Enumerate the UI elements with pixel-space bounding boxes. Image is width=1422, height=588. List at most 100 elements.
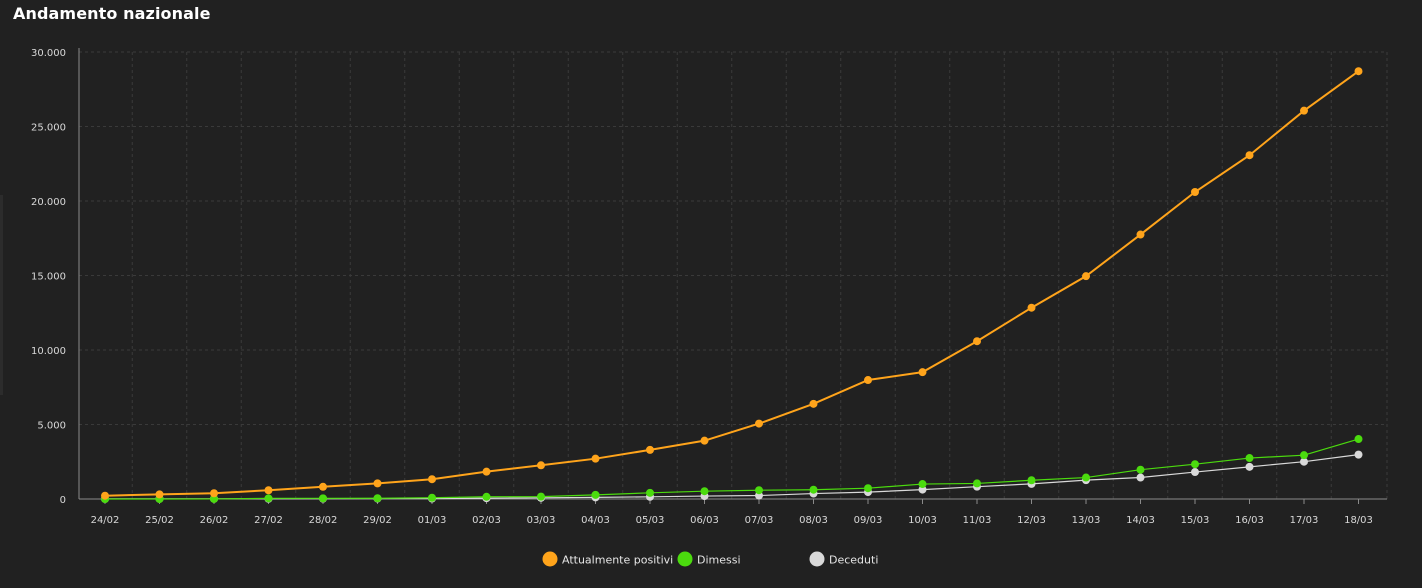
page-title: Andamento nazionale: [13, 4, 211, 23]
x-tick-label: 25/02: [145, 515, 174, 526]
x-tick-label: 11/03: [963, 515, 992, 526]
data-point[interactable]: [1300, 106, 1308, 115]
data-point[interactable]: [1191, 460, 1199, 469]
y-tick-label: 15.000: [31, 272, 66, 283]
x-tick-label: 07/03: [745, 515, 774, 526]
data-point[interactable]: [646, 488, 654, 497]
data-point[interactable]: [1136, 473, 1145, 482]
sidebar-edge: [0, 195, 3, 395]
data-point[interactable]: [1245, 151, 1254, 160]
x-tick-label: 02/03: [472, 515, 501, 526]
data-point[interactable]: [1300, 457, 1308, 466]
data-point[interactable]: [918, 480, 927, 489]
data-point[interactable]: [264, 494, 273, 503]
x-tick-label: 26/02: [200, 515, 229, 526]
series-line: [104, 70, 1360, 497]
data-point[interactable]: [1027, 303, 1036, 312]
y-tick-label: 5.000: [37, 421, 66, 432]
data-point[interactable]: [864, 484, 872, 493]
series-line: [105, 438, 1359, 500]
x-tick-label: 05/03: [636, 515, 665, 526]
data-point[interactable]: [428, 475, 436, 484]
x-tick-label: 17/03: [1290, 515, 1319, 526]
data-point[interactable]: [1354, 435, 1363, 444]
data-point[interactable]: [918, 485, 927, 494]
data-point[interactable]: [264, 486, 273, 495]
data-point[interactable]: [591, 454, 600, 463]
data-point[interactable]: [1136, 230, 1145, 239]
data-point[interactable]: [646, 445, 654, 454]
x-tick-label: 14/03: [1126, 515, 1155, 526]
data-point[interactable]: [428, 493, 436, 502]
data-point[interactable]: [1082, 473, 1090, 482]
legend-label[interactable]: Deceduti: [829, 554, 878, 567]
data-point[interactable]: [1136, 465, 1145, 474]
data-point[interactable]: [482, 467, 491, 476]
data-point[interactable]: [809, 485, 818, 494]
data-point[interactable]: [1245, 462, 1254, 471]
series-1: [101, 435, 1363, 503]
x-tick-label: 03/03: [527, 515, 556, 526]
data-point[interactable]: [101, 491, 109, 500]
data-point[interactable]: [1354, 67, 1363, 76]
data-point[interactable]: [537, 461, 545, 470]
legend-label[interactable]: Dimessi: [697, 554, 741, 567]
x-tick-label: 01/03: [418, 515, 447, 526]
data-point[interactable]: [482, 492, 491, 501]
x-tick-label: 10/03: [908, 515, 937, 526]
x-tick-label: 15/03: [1181, 515, 1210, 526]
data-point[interactable]: [1027, 476, 1036, 485]
y-tick-label: 10.000: [31, 346, 66, 357]
chart-legend[interactable]: Attualmente positivi Dimessi Deceduti: [542, 551, 879, 567]
x-tick-label: 13/03: [1072, 515, 1101, 526]
x-tick-label: 12/03: [1017, 515, 1046, 526]
data-point[interactable]: [155, 490, 164, 499]
x-tick-label: 27/02: [254, 515, 283, 526]
data-point[interactable]: [210, 489, 218, 498]
legend-marker[interactable]: [677, 551, 693, 567]
data-point[interactable]: [1191, 188, 1199, 197]
data-point[interactable]: [537, 492, 545, 501]
y-tick-label: 20.000: [31, 197, 66, 208]
x-tick-label: 16/03: [1235, 515, 1264, 526]
x-tick-label: 06/03: [690, 515, 719, 526]
x-tick-label: 29/02: [363, 515, 392, 526]
x-tick-label: 28/02: [309, 515, 338, 526]
data-point[interactable]: [373, 479, 382, 488]
series-2: [101, 450, 1363, 503]
x-tick-label: 09/03: [854, 515, 883, 526]
y-tick-label: 0: [60, 495, 66, 506]
x-tick-label: 24/02: [91, 515, 120, 526]
data-point[interactable]: [373, 494, 382, 503]
legend-label[interactable]: Attualmente positivi: [562, 554, 673, 567]
data-point[interactable]: [700, 436, 709, 445]
data-point[interactable]: [1300, 451, 1308, 460]
data-point[interactable]: [1245, 454, 1254, 463]
data-point[interactable]: [864, 376, 872, 385]
legend-marker[interactable]: [542, 551, 558, 567]
data-point[interactable]: [1082, 272, 1090, 281]
chart-series: [101, 67, 1363, 503]
data-point[interactable]: [1354, 450, 1363, 459]
data-point[interactable]: [755, 486, 763, 495]
data-point[interactable]: [918, 368, 927, 377]
x-tick-label: 04/03: [581, 515, 610, 526]
data-point[interactable]: [973, 337, 981, 346]
x-tick-label: 08/03: [799, 515, 828, 526]
y-tick-label: 25.000: [31, 123, 66, 134]
legend-marker[interactable]: [809, 551, 825, 567]
series-0: [101, 67, 1363, 500]
data-point[interactable]: [210, 494, 218, 503]
data-point[interactable]: [591, 490, 600, 499]
data-point[interactable]: [1191, 468, 1199, 477]
data-point[interactable]: [700, 487, 709, 496]
data-point[interactable]: [319, 494, 327, 503]
y-tick-label: 30.000: [31, 48, 66, 59]
x-tick-label: 18/03: [1344, 515, 1373, 526]
data-point[interactable]: [973, 479, 981, 488]
data-point[interactable]: [755, 419, 763, 428]
data-point[interactable]: [809, 399, 818, 408]
data-point[interactable]: [319, 482, 327, 491]
